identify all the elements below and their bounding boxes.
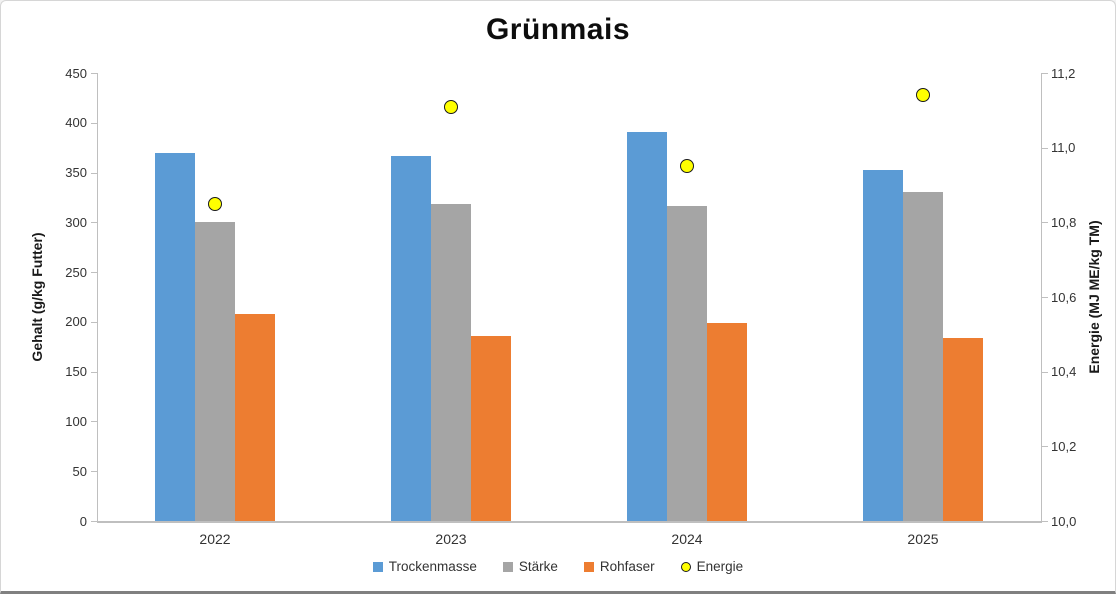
right-tick-mark bbox=[1042, 297, 1048, 298]
marker-energie-2025 bbox=[916, 88, 930, 103]
left-tick-label: 200 bbox=[65, 314, 87, 330]
bar-rohfaser-2023 bbox=[471, 335, 511, 521]
legend-item-trockenmasse: Trockenmasse bbox=[372, 559, 477, 574]
bar-trockenmasse-2024 bbox=[627, 131, 667, 521]
x-axis-category-label: 2024 bbox=[671, 531, 703, 547]
right-tick-label: 10,8 bbox=[1051, 214, 1077, 230]
right-tick-label: 10,4 bbox=[1051, 364, 1077, 380]
left-tick-label: 50 bbox=[72, 463, 87, 479]
right-tick-label: 10,2 bbox=[1051, 438, 1077, 454]
legend-label: Rohfaser bbox=[599, 559, 655, 574]
chart-legend: Trockenmasse Stärke Rohfaser Energie bbox=[1, 559, 1115, 574]
left-tick-label: 0 bbox=[79, 513, 87, 529]
marker-energie-2024 bbox=[680, 159, 694, 174]
x-axis-category-label: 2023 bbox=[435, 531, 467, 547]
right-tick-mark bbox=[1042, 73, 1048, 74]
bar-stärke-2024 bbox=[667, 206, 707, 521]
left-tick-label: 250 bbox=[65, 264, 87, 280]
legend-square-icon bbox=[372, 561, 383, 572]
right-tick-mark bbox=[1042, 446, 1048, 448]
left-tick-label: 150 bbox=[65, 364, 87, 380]
left-tick-mark bbox=[91, 73, 97, 74]
left-tick-mark bbox=[91, 421, 97, 423]
legend-square-icon bbox=[502, 561, 513, 572]
bar-stärke-2023 bbox=[431, 204, 471, 521]
legend-item-rohfaser: Rohfaser bbox=[583, 559, 655, 574]
left-axis-title: Gehalt (g/kg Futter) bbox=[29, 232, 45, 362]
x-axis-category-label: 2025 bbox=[907, 531, 939, 547]
right-tick-label: 11,2 bbox=[1051, 65, 1076, 81]
legend-label: Energie bbox=[696, 559, 744, 574]
bar-stärke-2022 bbox=[195, 222, 235, 521]
left-tick-mark bbox=[91, 272, 97, 274]
legend-item-energie: Energie bbox=[680, 559, 744, 574]
right-tick-label: 10,6 bbox=[1051, 289, 1077, 305]
left-tick-label: 350 bbox=[65, 165, 87, 181]
left-tick-mark bbox=[91, 172, 97, 174]
legend-square-icon bbox=[583, 561, 594, 572]
legend-label: Trockenmasse bbox=[388, 559, 477, 574]
chart-title: Grünmais bbox=[485, 13, 631, 46]
marker-energie-2022 bbox=[208, 196, 222, 211]
left-tick-mark bbox=[91, 521, 97, 522]
left-tick-mark bbox=[91, 222, 97, 224]
left-tick-mark bbox=[91, 371, 97, 373]
right-tick-mark bbox=[1042, 222, 1048, 224]
right-tick-mark bbox=[1042, 371, 1048, 373]
bar-rohfaser-2024 bbox=[707, 322, 747, 521]
left-tick-mark bbox=[91, 471, 97, 473]
left-axis-line bbox=[97, 73, 98, 521]
bar-rohfaser-2025 bbox=[943, 337, 983, 521]
right-axis-title: Energie (MJ ME/kg TM) bbox=[1086, 220, 1102, 374]
x-axis-line bbox=[97, 521, 1042, 523]
bar-stärke-2025 bbox=[903, 192, 943, 521]
right-tick-label: 11,0 bbox=[1051, 140, 1076, 156]
legend-label: Stärke bbox=[518, 559, 558, 574]
left-tick-label: 300 bbox=[65, 214, 87, 230]
left-tick-mark bbox=[91, 122, 97, 124]
bar-trockenmasse-2023 bbox=[391, 155, 431, 521]
left-tick-label: 400 bbox=[65, 115, 87, 131]
marker-energie-2023 bbox=[444, 99, 458, 114]
right-tick-mark bbox=[1042, 521, 1048, 522]
left-tick-label: 100 bbox=[65, 413, 87, 429]
right-tick-mark bbox=[1042, 147, 1048, 149]
right-tick-label: 10,0 bbox=[1051, 513, 1077, 529]
left-tick-mark bbox=[91, 321, 97, 323]
bar-rohfaser-2022 bbox=[235, 313, 275, 521]
legend-item-stärke: Stärke bbox=[502, 559, 558, 574]
right-axis-line bbox=[1041, 73, 1042, 521]
legend-circle-icon bbox=[680, 561, 691, 572]
left-tick-label: 450 bbox=[65, 65, 87, 81]
bar-trockenmasse-2022 bbox=[155, 152, 195, 521]
x-axis-category-label: 2022 bbox=[199, 531, 231, 547]
bar-trockenmasse-2025 bbox=[863, 169, 903, 521]
